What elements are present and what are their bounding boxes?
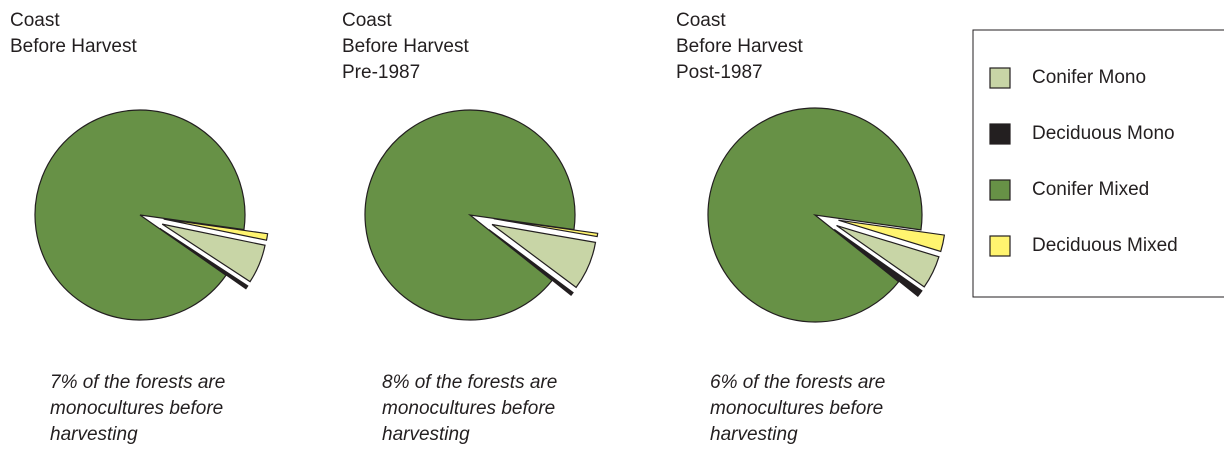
chart-title: Before Harvest <box>676 36 803 57</box>
annotation: 7% of the forests are <box>50 372 225 393</box>
chart-title: Coast <box>676 10 726 31</box>
annotation: harvesting <box>382 424 470 445</box>
pie-slice <box>163 218 269 241</box>
pie-slice <box>491 223 597 289</box>
pie-slice <box>833 228 923 297</box>
annotation: harvesting <box>50 424 138 445</box>
legend-label: Conifer Mono <box>1032 67 1146 88</box>
pie-slice <box>159 227 249 290</box>
legend-swatch <box>989 123 1011 145</box>
chart-title: Pre-1987 <box>342 62 420 83</box>
annotation: 8% of the forests are <box>382 372 557 393</box>
legend-label: Conifer Mixed <box>1032 179 1149 200</box>
pie-slice <box>836 224 940 288</box>
legend-swatch <box>989 179 1011 201</box>
chart-title: Coast <box>10 10 60 31</box>
pie-slice <box>707 107 923 323</box>
pie-slice <box>488 229 574 297</box>
annotation: 6% of the forests are <box>710 372 885 393</box>
legend-label: Deciduous Mixed <box>1032 235 1178 256</box>
pie-slice <box>493 218 599 238</box>
pie-slice <box>34 109 246 321</box>
legend-box <box>972 29 1224 298</box>
annotation: monocultures before <box>710 398 883 419</box>
chart-title: Coast <box>342 10 392 31</box>
annotation: monocultures before <box>50 398 223 419</box>
chart-title: Post-1987 <box>676 62 763 83</box>
pie-slice <box>364 109 576 321</box>
annotation: monocultures before <box>382 398 555 419</box>
legend-swatch <box>989 67 1011 89</box>
annotation: harvesting <box>710 424 798 445</box>
chart-title: Before Harvest <box>10 36 137 57</box>
chart-title: Before Harvest <box>342 36 469 57</box>
legend-swatch <box>989 235 1011 257</box>
legend-label: Deciduous Mono <box>1032 123 1175 144</box>
pie-slice <box>161 223 266 283</box>
pie-slice <box>838 219 946 253</box>
